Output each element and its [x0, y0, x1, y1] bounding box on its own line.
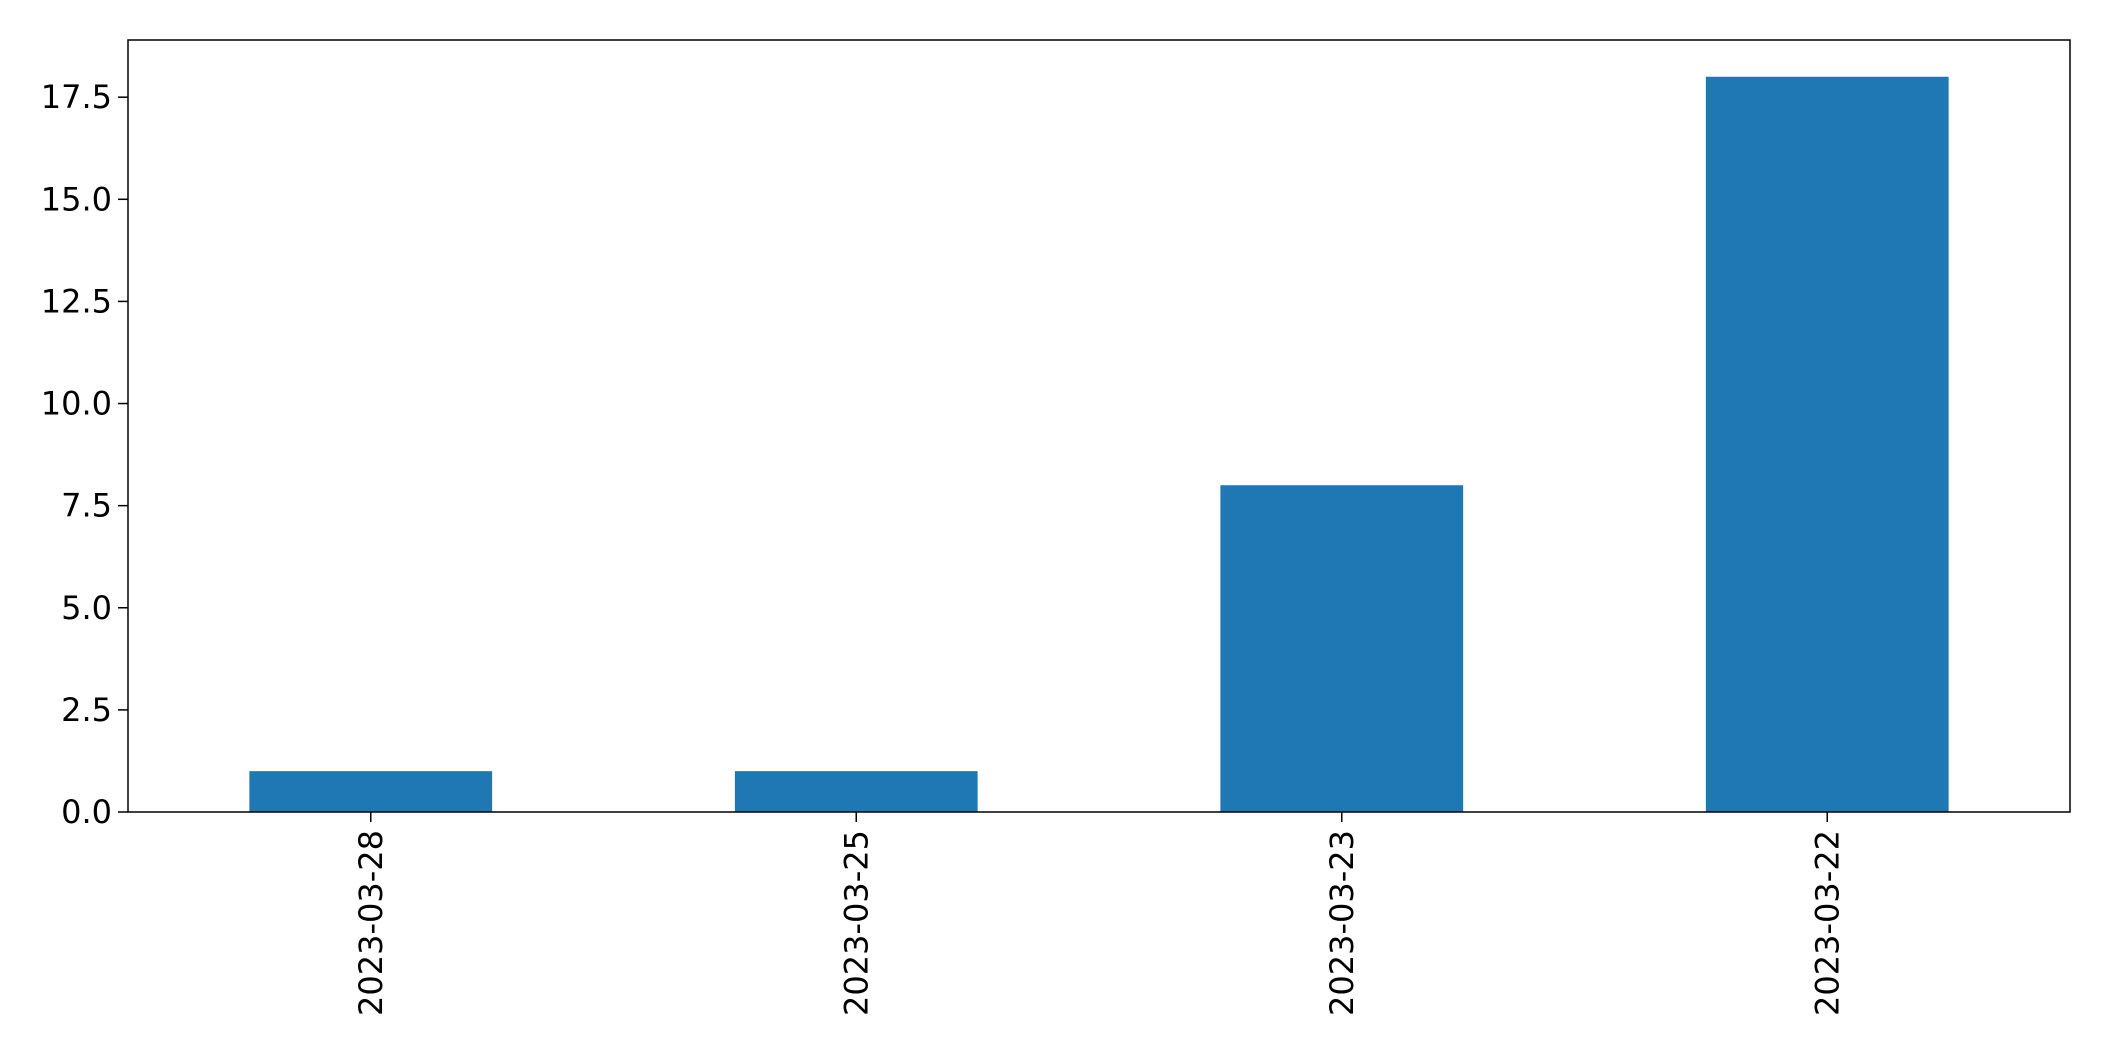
- y-tick-label: 5.0: [61, 589, 112, 627]
- y-tick-label: 10.0: [41, 385, 112, 423]
- bar-2023-03-25: [734, 771, 978, 812]
- plot-frame: [127, 39, 2071, 813]
- y-tick-label: 0.0: [61, 793, 112, 831]
- x-axis: 2023-03-28 2023-03-25 2023-03-23 2023-03-22: [352, 812, 1846, 1016]
- y-tick-label: 17.5: [41, 78, 112, 116]
- y-tick-label: 15.0: [41, 180, 112, 218]
- x-tick-label: 2023-03-22: [1808, 830, 1846, 1016]
- x-tick-label: 2023-03-28: [352, 830, 390, 1016]
- bar-2023-03-22: [1705, 76, 1949, 812]
- bars-group: [249, 76, 1949, 812]
- bar-2023-03-28: [249, 771, 493, 812]
- y-tick-label: 2.5: [61, 691, 112, 729]
- y-tick-label: 12.5: [41, 282, 112, 320]
- y-axis: 0.0 2.5 5.0 7.5 10.0 12.5 15.0 17.5: [41, 78, 128, 831]
- x-tick-label: 2023-03-25: [837, 830, 875, 1016]
- bar-2023-03-23: [1220, 485, 1464, 812]
- x-tick-label: 2023-03-23: [1323, 830, 1361, 1016]
- y-tick-label: 7.5: [61, 487, 112, 525]
